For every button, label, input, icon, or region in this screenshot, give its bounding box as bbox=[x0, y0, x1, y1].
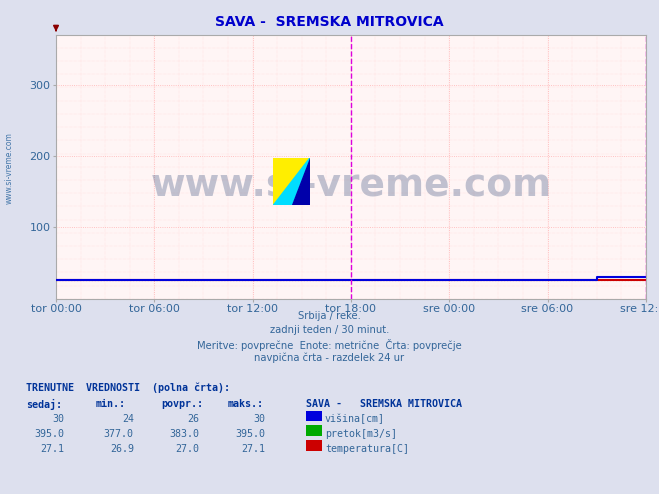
Text: www.si-vreme.com: www.si-vreme.com bbox=[5, 132, 14, 204]
Polygon shape bbox=[291, 158, 310, 205]
Text: 26.9: 26.9 bbox=[110, 444, 134, 453]
Text: višina[cm]: višina[cm] bbox=[325, 414, 385, 424]
Text: 30: 30 bbox=[53, 414, 65, 424]
Text: 27.1: 27.1 bbox=[242, 444, 266, 453]
Text: Meritve: povprečne  Enote: metrične  Črta: povprečje: Meritve: povprečne Enote: metrične Črta:… bbox=[197, 339, 462, 351]
Text: 27.1: 27.1 bbox=[41, 444, 65, 453]
Polygon shape bbox=[273, 158, 310, 205]
Text: 395.0: 395.0 bbox=[34, 429, 65, 439]
Text: pretok[m3/s]: pretok[m3/s] bbox=[325, 429, 397, 439]
Text: 395.0: 395.0 bbox=[235, 429, 266, 439]
Text: maks.:: maks.: bbox=[227, 399, 264, 409]
Polygon shape bbox=[273, 158, 310, 205]
Text: zadnji teden / 30 minut.: zadnji teden / 30 minut. bbox=[270, 325, 389, 335]
Text: min.:: min.: bbox=[96, 399, 126, 409]
Text: 26: 26 bbox=[188, 414, 200, 424]
Text: Srbija / reke.: Srbija / reke. bbox=[298, 311, 361, 321]
Text: temperatura[C]: temperatura[C] bbox=[325, 444, 409, 453]
Text: SAVA -  SREMSKA MITROVICA: SAVA - SREMSKA MITROVICA bbox=[215, 15, 444, 29]
Text: 24: 24 bbox=[122, 414, 134, 424]
Text: sedaj:: sedaj: bbox=[26, 399, 63, 410]
Text: 377.0: 377.0 bbox=[103, 429, 134, 439]
Text: TRENUTNE  VREDNOSTI  (polna črta):: TRENUTNE VREDNOSTI (polna črta): bbox=[26, 383, 231, 393]
Text: www.si-vreme.com: www.si-vreme.com bbox=[150, 167, 552, 203]
Text: 383.0: 383.0 bbox=[169, 429, 200, 439]
Text: 30: 30 bbox=[254, 414, 266, 424]
Text: povpr.:: povpr.: bbox=[161, 399, 204, 409]
Text: 27.0: 27.0 bbox=[176, 444, 200, 453]
Text: SAVA -   SREMSKA MITROVICA: SAVA - SREMSKA MITROVICA bbox=[306, 399, 463, 409]
Text: navpična črta - razdelek 24 ur: navpična črta - razdelek 24 ur bbox=[254, 353, 405, 363]
